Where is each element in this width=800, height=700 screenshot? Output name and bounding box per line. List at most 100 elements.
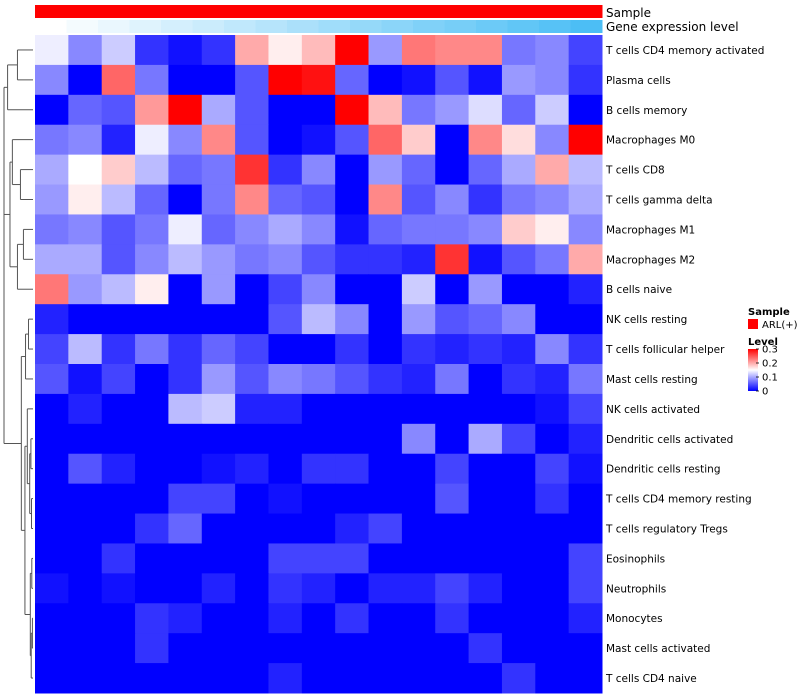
heatmap-cell (501, 663, 536, 694)
heatmap-cell (201, 663, 236, 694)
heatmap-cell (68, 573, 103, 604)
heatmap-cell (401, 35, 436, 66)
heatmap-cell (401, 244, 436, 275)
heatmap-cell (101, 35, 136, 66)
heatmap-cell (435, 64, 470, 96)
heatmap-cell (168, 453, 203, 485)
heatmap-cell (501, 35, 536, 66)
legend-sample-title: Sample (748, 307, 790, 318)
heatmap-cell (235, 513, 269, 544)
heatmap-cell (335, 393, 370, 425)
row-label: Mast cells resting (606, 374, 698, 386)
heatmap-cell (368, 543, 403, 574)
row-label: NK cells resting (606, 314, 687, 326)
heatmap-cell (268, 513, 303, 544)
row-label: T cells regulatory Tregs (605, 524, 728, 536)
row-label: Mast cells activated (606, 643, 710, 655)
heatmap-cell (201, 633, 236, 664)
heatmap-cell (268, 244, 303, 275)
heatmap-cell (535, 663, 570, 694)
heatmap-cell (335, 124, 370, 156)
heatmap-cell (335, 633, 370, 664)
gene-expression-annotation-cell (192, 20, 225, 33)
heatmap-cell (235, 573, 269, 604)
heatmap-cell (135, 244, 169, 275)
heatmap-cell (235, 274, 269, 305)
heatmap-cell (68, 304, 103, 335)
heatmap-cell (568, 154, 603, 186)
heatmap-cell (468, 543, 503, 574)
heatmap-cell (101, 573, 136, 604)
heatmap-cell (168, 633, 203, 664)
heatmap-cell (135, 184, 169, 215)
heatmap-cell (68, 423, 103, 455)
heatmap-cell (501, 154, 536, 186)
heatmap-cell (201, 184, 236, 215)
heatmap-cell (301, 483, 336, 515)
row-label: NK cells activated (606, 404, 700, 416)
heatmap-cell (568, 603, 603, 634)
heatmap-cell (235, 633, 269, 664)
heatmap-cell (435, 184, 470, 215)
heatmap-cell (35, 304, 69, 335)
gene-expression-annotation-cell (98, 20, 130, 33)
heatmap-cell (435, 423, 470, 455)
heatmap-cell (468, 364, 503, 395)
heatmap-cell (368, 334, 403, 365)
heatmap-cell (101, 393, 136, 425)
heatmap-cell (35, 453, 69, 485)
heatmap-cell (101, 334, 136, 365)
heatmap-cell (268, 304, 303, 335)
heatmap-cell (268, 154, 303, 186)
heatmap-cell (201, 154, 236, 186)
heatmap-cell (268, 483, 303, 515)
heatmap-cell (468, 573, 503, 604)
heatmap-cell (201, 573, 236, 604)
heatmap-cell (368, 513, 403, 544)
heatmap-cell (535, 214, 570, 245)
heatmap-cell (535, 453, 570, 485)
heatmap-cell (501, 513, 536, 544)
sample-annotation-cell (98, 5, 130, 18)
heatmap-cell (535, 154, 570, 186)
heatmap-cell (568, 633, 603, 664)
heatmap-cell (435, 364, 470, 395)
heatmap-cell (201, 214, 236, 245)
heatmap-cell (268, 603, 303, 634)
heatmap-cell (268, 214, 303, 245)
heatmap-cell (568, 244, 603, 275)
heatmap-cell (468, 94, 503, 126)
heatmap-cell (401, 633, 436, 664)
row-label: Neutrophils (606, 583, 666, 595)
heatmap-cell (468, 35, 503, 66)
heatmap-cell (301, 364, 336, 395)
heatmap-cell (101, 304, 136, 335)
heatmap-cell (301, 513, 336, 544)
heatmap-cell (68, 244, 103, 275)
heatmap-cell (568, 513, 603, 544)
gene-expression-annotation-cell (539, 20, 571, 33)
heatmap-cell (68, 184, 103, 215)
heatmap-cell (268, 573, 303, 604)
heatmap-cell (268, 633, 303, 664)
gene-expression-annotation-cell (129, 20, 162, 33)
heatmap-cell (168, 304, 203, 335)
heatmap-cell (501, 483, 536, 515)
heatmap-cell (35, 214, 69, 245)
sample-annotation-cell (66, 5, 99, 18)
gene-expression-annotation-cell (476, 20, 508, 33)
heatmap-cell (268, 453, 303, 485)
row-label: T cells CD4 memory resting (605, 494, 752, 506)
heatmap-cell (401, 543, 436, 574)
heatmap-cell (101, 214, 136, 245)
heatmap-cell (468, 603, 503, 634)
heatmap-cell (135, 334, 169, 365)
heatmap-cell (535, 124, 570, 156)
legend-level-tick-label: 0.2 (762, 359, 778, 370)
sample-annotation-cell (287, 5, 319, 18)
heatmap-cell (335, 244, 370, 275)
heatmap-cell (368, 573, 403, 604)
gene-expression-annotation-cell (413, 20, 445, 33)
heatmap-cell (468, 244, 503, 275)
heatmap-cell (468, 453, 503, 485)
